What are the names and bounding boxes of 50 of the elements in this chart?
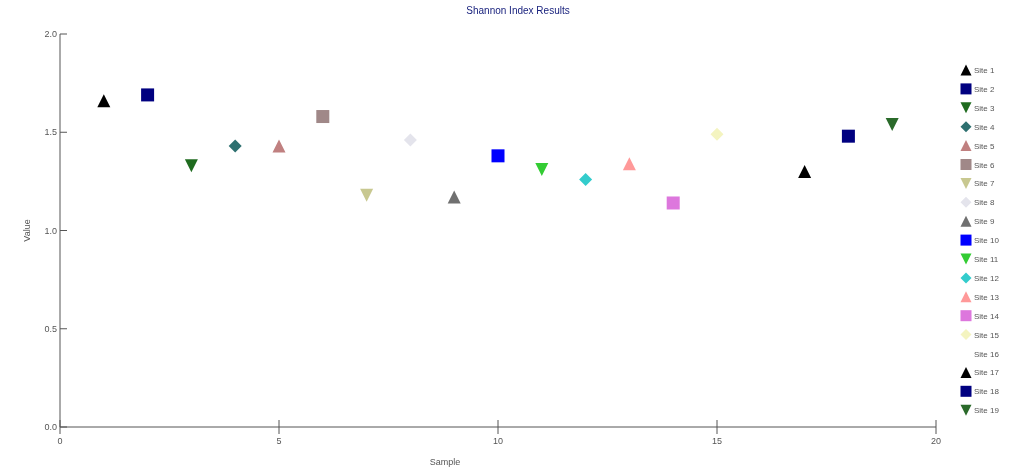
x-axis-title: Sample [429, 457, 461, 467]
legend-label: Site 18 [974, 387, 1000, 397]
point [535, 163, 549, 177]
point [447, 190, 461, 204]
legend-label: Site 6 [974, 160, 996, 170]
point [316, 110, 330, 124]
point [841, 129, 855, 143]
x-tick-label: 20 [930, 436, 942, 446]
legend-label: Site 4 [974, 122, 996, 132]
legend-label: Site 17 [974, 368, 1000, 378]
x-tick-label: 10 [492, 436, 504, 446]
y-tick-label: 0.5 [44, 323, 57, 334]
point [622, 157, 636, 171]
legend-label: Site 11 [974, 255, 999, 264]
x-tick-label: 5 [276, 436, 282, 446]
y-axis-title: Value [22, 219, 32, 242]
point [885, 117, 899, 131]
point [798, 165, 812, 179]
point [579, 172, 593, 186]
point [184, 159, 198, 173]
point [666, 196, 680, 210]
point [360, 188, 374, 202]
y-tick-label: 0.0 [44, 422, 57, 432]
legend-label: Site 7 [974, 179, 996, 189]
point [272, 139, 286, 153]
y-tick-label: 1.0 [44, 225, 57, 236]
point [141, 88, 155, 102]
legend-label: Site 10 [974, 236, 1000, 246]
legend-label: Site 1 [974, 66, 996, 75]
y-tick-label: 2.0 [44, 29, 57, 39]
chart-title: Shannon Index Results [466, 5, 570, 16]
y-tick-label: 1.5 [44, 127, 57, 138]
point [491, 149, 505, 163]
point [710, 127, 724, 141]
legend-label: Site 12 [974, 273, 1000, 283]
legend-label: Site 5 [974, 141, 996, 151]
legend-label: Site 15 [974, 330, 1000, 340]
x-tick-label: 0 [57, 436, 63, 446]
legend-label: Site 9 [974, 217, 996, 227]
legend-label: Site 19 [974, 406, 1000, 416]
point [228, 139, 242, 153]
point [97, 94, 111, 108]
legend-label: Site 13 [974, 292, 1000, 302]
legend-label: Site 3 [974, 103, 996, 113]
x-tick-label: 15 [711, 436, 723, 446]
legend-label: Site 14 [974, 311, 1000, 321]
point [403, 133, 417, 147]
legend-label: Site 2 [974, 84, 996, 94]
legend-label: Site 8 [974, 198, 996, 208]
text: Site 16 [974, 349, 1000, 359]
